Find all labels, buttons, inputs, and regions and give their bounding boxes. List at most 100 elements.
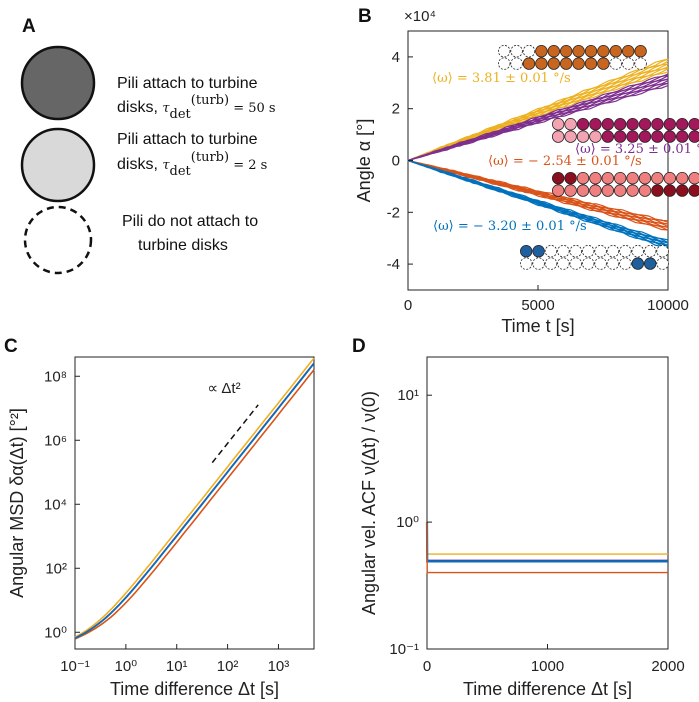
b-inset-orange-disk <box>589 171 602 185</box>
b-inset-yellow-disk <box>572 57 585 70</box>
b-inset-yellow-disk <box>634 45 647 58</box>
d-ytick-label: 10⁻¹ <box>389 641 419 658</box>
b-series-blue-trajectory <box>407 159 669 249</box>
b-inset-yellow-disk <box>547 57 561 70</box>
b-inset-purple-disk <box>552 130 565 143</box>
b-inset-purple-disk <box>651 130 664 143</box>
b-inset-orange-disk <box>552 171 565 185</box>
b-inset-yellow-disk <box>522 45 536 58</box>
b-inset-blue-disk <box>594 257 607 270</box>
d-series-orange <box>426 522 668 574</box>
b-inset-orange-disk <box>576 171 590 185</box>
b-inset-blue-disk <box>606 244 620 258</box>
b-inset-blue-disk <box>619 244 632 258</box>
b-inset-purple-disk <box>663 117 677 131</box>
b-inset-purple-disk <box>663 130 677 143</box>
panel-label-b: B <box>358 6 372 27</box>
b-inset-orange-disk <box>564 184 577 197</box>
b-inset-yellow-disk <box>510 45 523 58</box>
b-inset-orange-disk <box>676 184 689 197</box>
b-inset-orange-disk <box>638 184 652 197</box>
b-inset-orange-disk <box>651 184 664 197</box>
b-inset-blue-disk <box>594 244 607 258</box>
b-inset-blue-disk <box>520 257 533 270</box>
c-series-orange <box>74 369 315 640</box>
b-inset-blue-disk <box>582 244 595 258</box>
panel-d-plot: 0 1000 2000 10⁻¹ 10⁰ 10¹ Time difference Δt [s… <box>359 356 685 699</box>
b-inset-yellow-disk <box>535 45 548 58</box>
b-inset-blue-disk <box>656 244 669 258</box>
b-series-orange-trajectory <box>407 159 669 231</box>
b-inset-purple-disk <box>626 117 639 131</box>
b-inset-orange-disk <box>614 171 627 185</box>
b-inset-blue-disk <box>644 244 657 258</box>
b-inset-blue-disk <box>569 244 583 258</box>
b-inset-blue-disk <box>606 257 620 270</box>
b-inset-orange-disk <box>626 184 639 197</box>
b-inset-purple-disk <box>552 117 565 131</box>
d-ylabel: Angular vel. ACF ν(Δt) / ν(0) <box>359 391 379 615</box>
b-inset-purple-disk <box>688 130 699 143</box>
b-inset-yellow-disk <box>498 45 511 58</box>
legend-text-2-line2: disks, τdet(turb) = 2 s <box>117 150 267 179</box>
b-inset-purple-disk <box>564 130 577 143</box>
d-xlabel: Time difference Δt [s] <box>463 679 632 699</box>
b-inset-orange-disk <box>564 171 577 185</box>
b-inset-yellow-disk <box>560 45 573 58</box>
b-inset-yellow-disk <box>622 45 635 58</box>
b-series-yellow-trajectory <box>407 58 669 162</box>
b-inset-yellow-disk <box>510 57 523 70</box>
b-ytick-label: -2 <box>387 204 400 221</box>
panel-b-plot: 0 5000 10000 -4 -2 0 2 4 Time t [s] Angle α [°] ⟨ω… <box>354 30 699 336</box>
b-inset-yellow-disk <box>547 45 561 58</box>
b-series-yellow-trajectory <box>407 58 669 162</box>
b-inset-yellow-disk <box>572 45 585 58</box>
legend-text-2-line1: Pili attach to turbine <box>117 131 258 148</box>
b-inset-purple-disk <box>676 117 689 131</box>
b-inset-purple-disk <box>576 130 590 143</box>
b-series-purple-trajectory <box>407 73 669 162</box>
b-inset-purple-disk <box>614 117 627 131</box>
legend-circle-light <box>20 127 96 203</box>
b-annotation-orange: ⟨ω⟩ = − 2.54 ± 0.01 °/s <box>488 154 642 169</box>
b-inset-blue-disk <box>656 257 669 270</box>
d-xtick-label: 2000 <box>651 658 684 675</box>
b-inset-orange-disk <box>614 184 627 197</box>
b-xlabel: Time t [s] <box>501 316 574 336</box>
b-ytick-label: 0 <box>392 153 400 170</box>
b-annotation-yellow: ⟨ω⟩ = 3.81 ± 0.01 °/s <box>432 71 571 86</box>
b-inset-yellow-disk <box>609 45 623 58</box>
b-inset-purple-disk <box>638 130 652 143</box>
c-xlabel: Time difference Δt [s] <box>110 679 279 699</box>
legend-circle-dashed <box>23 205 93 275</box>
b-ytick-label: 2 <box>392 101 400 118</box>
b-inset-blue-disk <box>582 257 595 270</box>
b-ylabel: Angle α [°] <box>354 119 374 203</box>
b-inset-orange-disk <box>638 171 652 185</box>
d-ytick-label: 10⁰ <box>396 514 419 531</box>
b-inset-blue-disk <box>532 257 545 270</box>
b-annotation-purple: ⟨ω⟩ = 3.25 ± 0.01 °/s <box>575 142 699 157</box>
b-ytick-label: -4 <box>387 256 400 273</box>
b-inset-yellow-disk <box>634 57 647 70</box>
c-ytick-label: 10⁸ <box>44 368 67 385</box>
b-inset-purple-disk <box>626 130 639 143</box>
b-inset-blue-disk <box>520 244 533 258</box>
b-annotation-blue: ⟨ω⟩ = − 3.20 ± 0.01 °/s <box>433 219 587 234</box>
legend-text-1-line1: Pili attach to turbine <box>117 75 258 92</box>
b-inset-orange-disk <box>651 171 664 185</box>
b-xtick-label: 5000 <box>521 297 554 314</box>
b-inset-orange-disk <box>626 171 639 185</box>
b-inset-purple-disk <box>651 117 664 131</box>
b-series-purple-trajectory <box>407 78 669 162</box>
b-inset-yellow-disk <box>622 57 635 70</box>
b-inset-purple-disk <box>614 130 627 143</box>
d-ytick-label: 10¹ <box>397 387 419 404</box>
b-xtick-label: 0 <box>404 297 412 314</box>
b-inset-blue-disk <box>557 244 570 258</box>
c-xtick-label: 10⁰ <box>115 658 138 675</box>
b-inset-yellow-disk <box>560 57 573 70</box>
c-series-yellow <box>74 357 315 638</box>
b-inset-orange-disk <box>601 184 615 197</box>
